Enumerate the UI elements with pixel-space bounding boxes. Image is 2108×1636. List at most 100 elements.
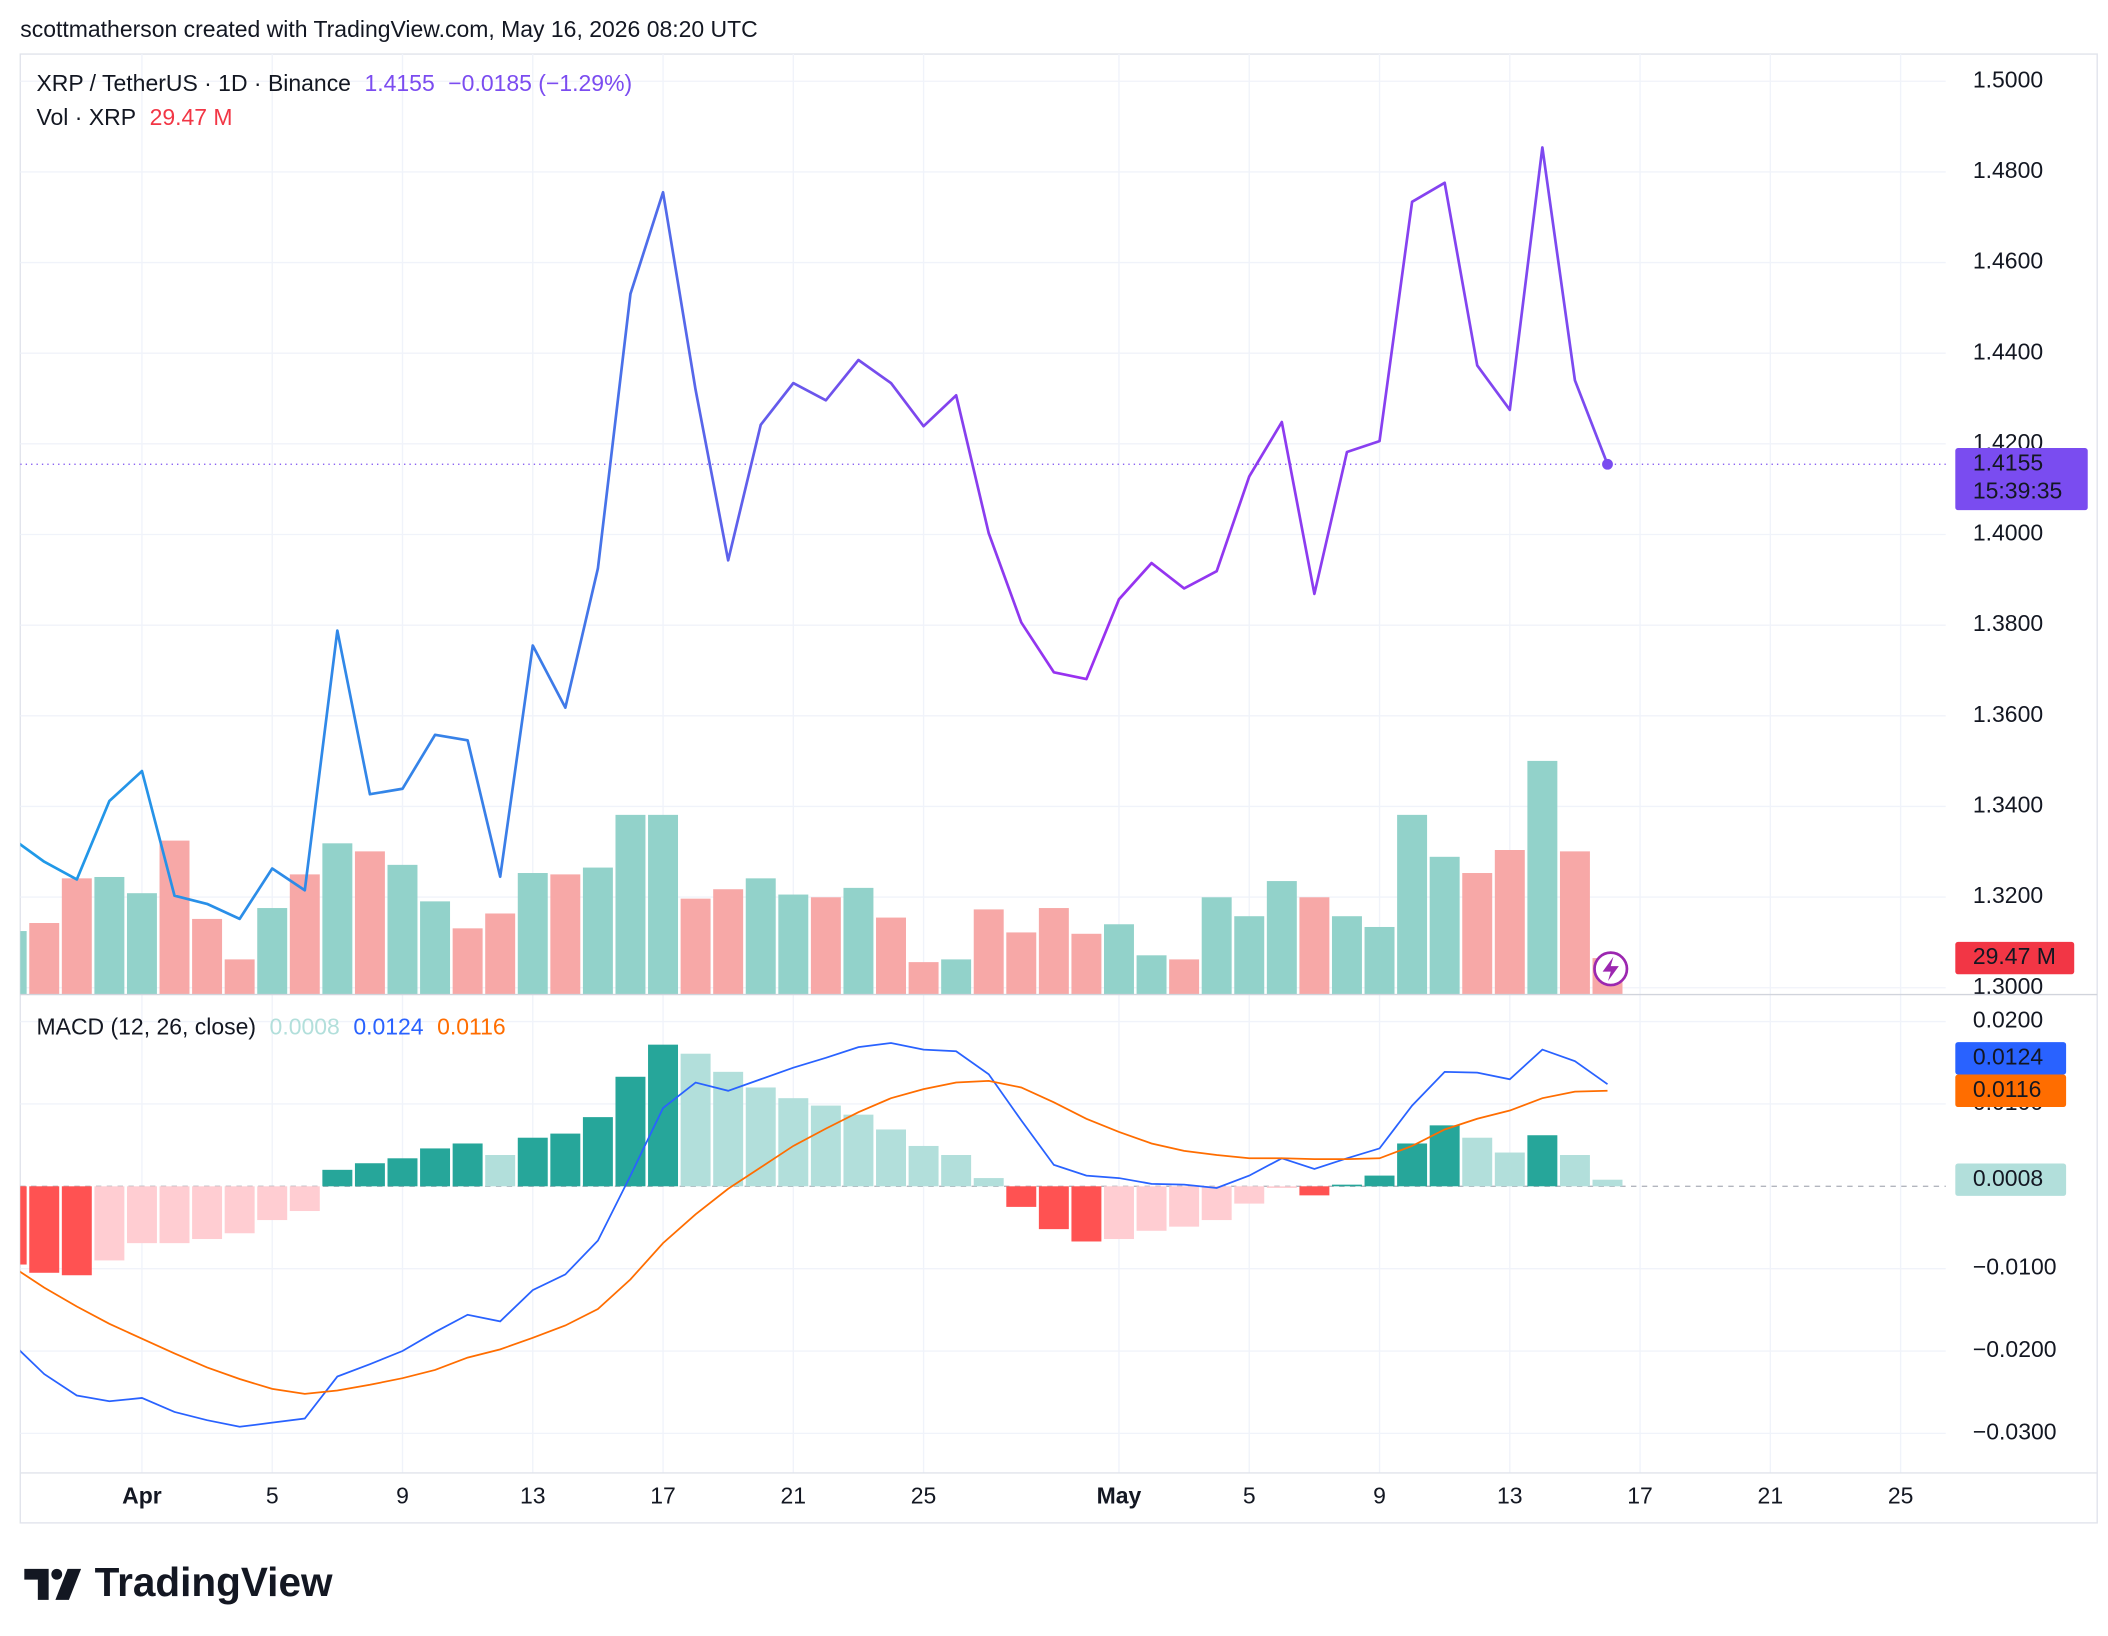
volume-bar [61,878,92,995]
symbol: XRP / TetherUS · 1D · Binance [36,70,350,96]
signal-last: 0.0116 [437,1013,506,1039]
macd-badge [1955,1042,2067,1075]
macd-histogram-bar [1527,1135,1558,1187]
macd-histogram-bar [1136,1186,1167,1231]
price-change: −0.0185 (−1.29%) [448,70,632,96]
macd-histogram-bar [1201,1186,1232,1221]
alert-bolt[interactable] [1602,956,1619,982]
macd-badge [1955,1074,2067,1107]
volume-bar [1462,873,1493,995]
macd-histogram-bar [778,1098,809,1187]
macd-histogram-bar [1299,1186,1330,1196]
volume-bar [778,894,809,995]
volume-bar [126,893,157,995]
y-tick-label: −0.0300 [1973,1418,2057,1444]
volume-bar [289,874,320,995]
volume-bar [941,959,972,995]
volume-bar [192,918,223,995]
logo-mark [24,1568,49,1600]
macd-histogram-bar [20,1186,27,1265]
macd-histogram-bar [387,1158,418,1187]
volume-bar [420,901,451,995]
volume-bar [1038,908,1069,995]
chart-frame [19,53,2098,1524]
macd-histogram-bar [973,1178,1004,1187]
volume-last: 29.47 M [150,104,233,130]
volume-bar [257,908,288,995]
volume-bar [517,873,548,995]
y-tick-label: 1.3200 [1973,882,2043,908]
macd-histogram-bar [126,1186,157,1244]
volume-badge-label: 29.47 M [1973,943,2056,969]
macd-histogram-bar [94,1186,125,1261]
header: scottmatherson created with TradingView.… [20,16,758,42]
macd-histogram-bar [192,1186,223,1240]
macd-histogram-bar [550,1133,581,1187]
volume-badge [1955,941,2075,975]
macd-histogram-bar [517,1137,548,1187]
macd-histogram-bar [745,1087,776,1187]
x-tick-label: 5 [266,1482,279,1508]
macd-histogram-bar [452,1143,483,1187]
logo: TradingView [24,1559,333,1605]
volume-legend: Vol · XRP 29.47 M [36,104,232,130]
macd-histogram-bar [354,1163,385,1187]
volume-bar [387,864,418,995]
volume-bar [876,917,906,995]
x-tick-label: Apr [122,1482,162,1508]
macd-badge [1955,1163,2067,1196]
macd-histogram-bar [615,1076,646,1187]
volume-bar [810,897,841,995]
volume-bar [1429,856,1460,995]
macd-histogram-bar [322,1169,353,1187]
volume-bar [29,923,60,995]
macd-histogram-bar [29,1186,60,1273]
macd-histogram-bar [224,1186,255,1234]
volume-bar [1136,955,1167,995]
macd-histogram-bar [648,1044,679,1187]
volume-bar [485,913,516,995]
hist-last: 0.0008 [270,1013,340,1039]
volume-bar [680,898,711,995]
macd-histogram-bar [1559,1155,1590,1187]
macd-line [20,1042,1609,1428]
logo-text: TradingView [95,1559,333,1605]
volume-bar [1364,926,1395,995]
macd-histogram-bar [485,1155,516,1187]
macd-histogram-bar [1429,1125,1460,1187]
x-tick-label: 13 [520,1482,546,1508]
last-point [1602,458,1613,470]
volume-bar [550,874,581,995]
macd-histogram-bar [582,1117,613,1187]
volume-bar [1104,924,1134,995]
volume-bar [1299,897,1330,995]
alert-icon[interactable] [1593,951,1629,987]
price-line [20,146,1609,921]
macd-histogram-bar [1331,1184,1362,1187]
macd-line [20,1080,1608,1395]
y-tick-label: 1.4400 [1973,338,2043,364]
x-tick-label: 21 [781,1482,807,1508]
x-tick-label: May [1097,1482,1142,1508]
last-price: 1.4155 [364,70,434,96]
macd-histogram-bar [908,1145,939,1187]
grid-layer [20,54,1946,1473]
x-tick-label: 9 [396,1482,409,1508]
x-tick-label: 17 [650,1482,676,1508]
volume-bar [1559,851,1590,995]
macd-histogram-bar [1104,1186,1134,1240]
badge-layer: 29.47 M 1.4155 15:39:35 0.0008 0.0124 0.0116 [1955,448,2088,1196]
logo-dot [51,1568,63,1580]
macd-histogram-bar [843,1114,874,1187]
y-tick-label: 1.3400 [1973,792,2043,818]
volume-bar [322,843,353,995]
macd-histogram-bar [1234,1186,1265,1204]
macd-histogram-bar [1462,1137,1493,1187]
volume-bar [354,851,385,995]
y-tick-label: −0.0200 [1973,1336,2057,1362]
macd-histogram-bar [159,1186,190,1244]
volume-bar [1266,881,1297,995]
volume-bar [973,909,1004,995]
